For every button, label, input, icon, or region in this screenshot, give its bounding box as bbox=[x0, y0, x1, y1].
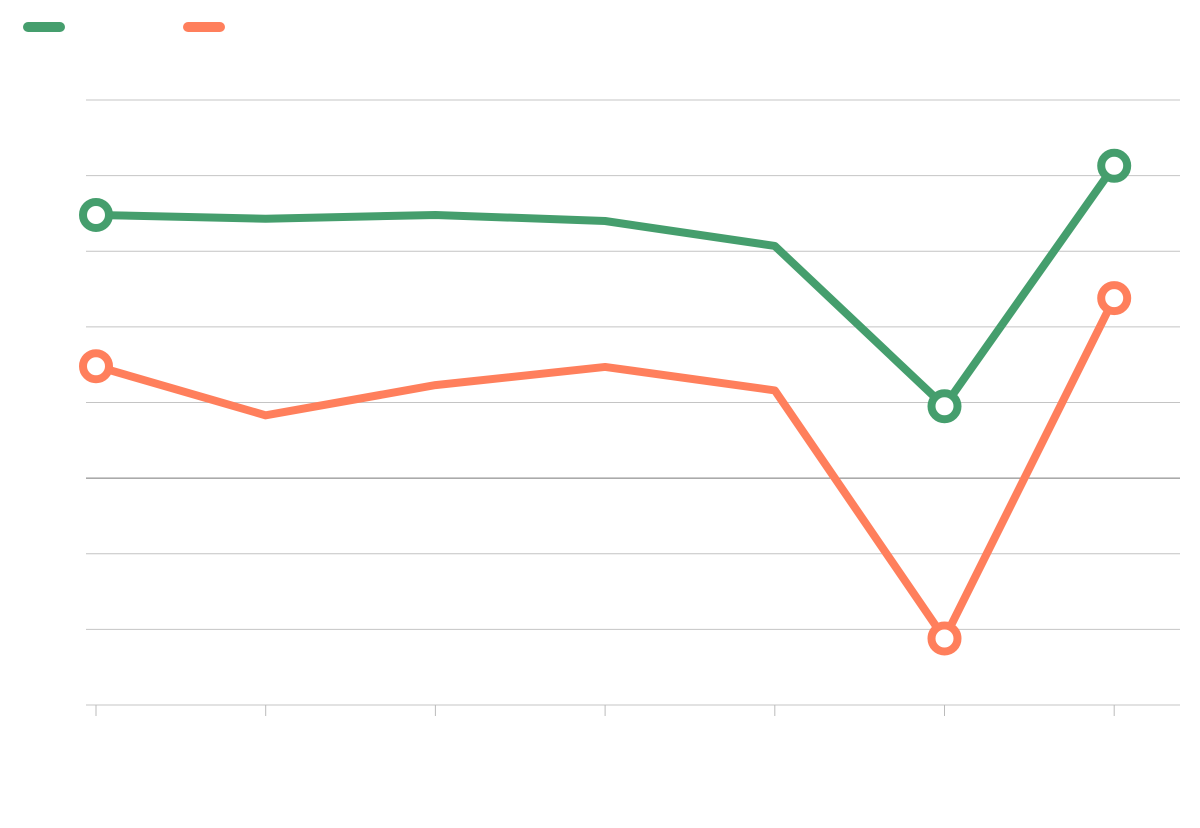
data-point bbox=[79, 197, 113, 232]
data-point bbox=[927, 621, 962, 656]
data-point bbox=[1097, 281, 1132, 316]
data-point bbox=[79, 349, 113, 384]
data-point bbox=[927, 389, 962, 424]
data-point bbox=[1097, 148, 1132, 183]
series-line bbox=[92, 294, 1119, 643]
